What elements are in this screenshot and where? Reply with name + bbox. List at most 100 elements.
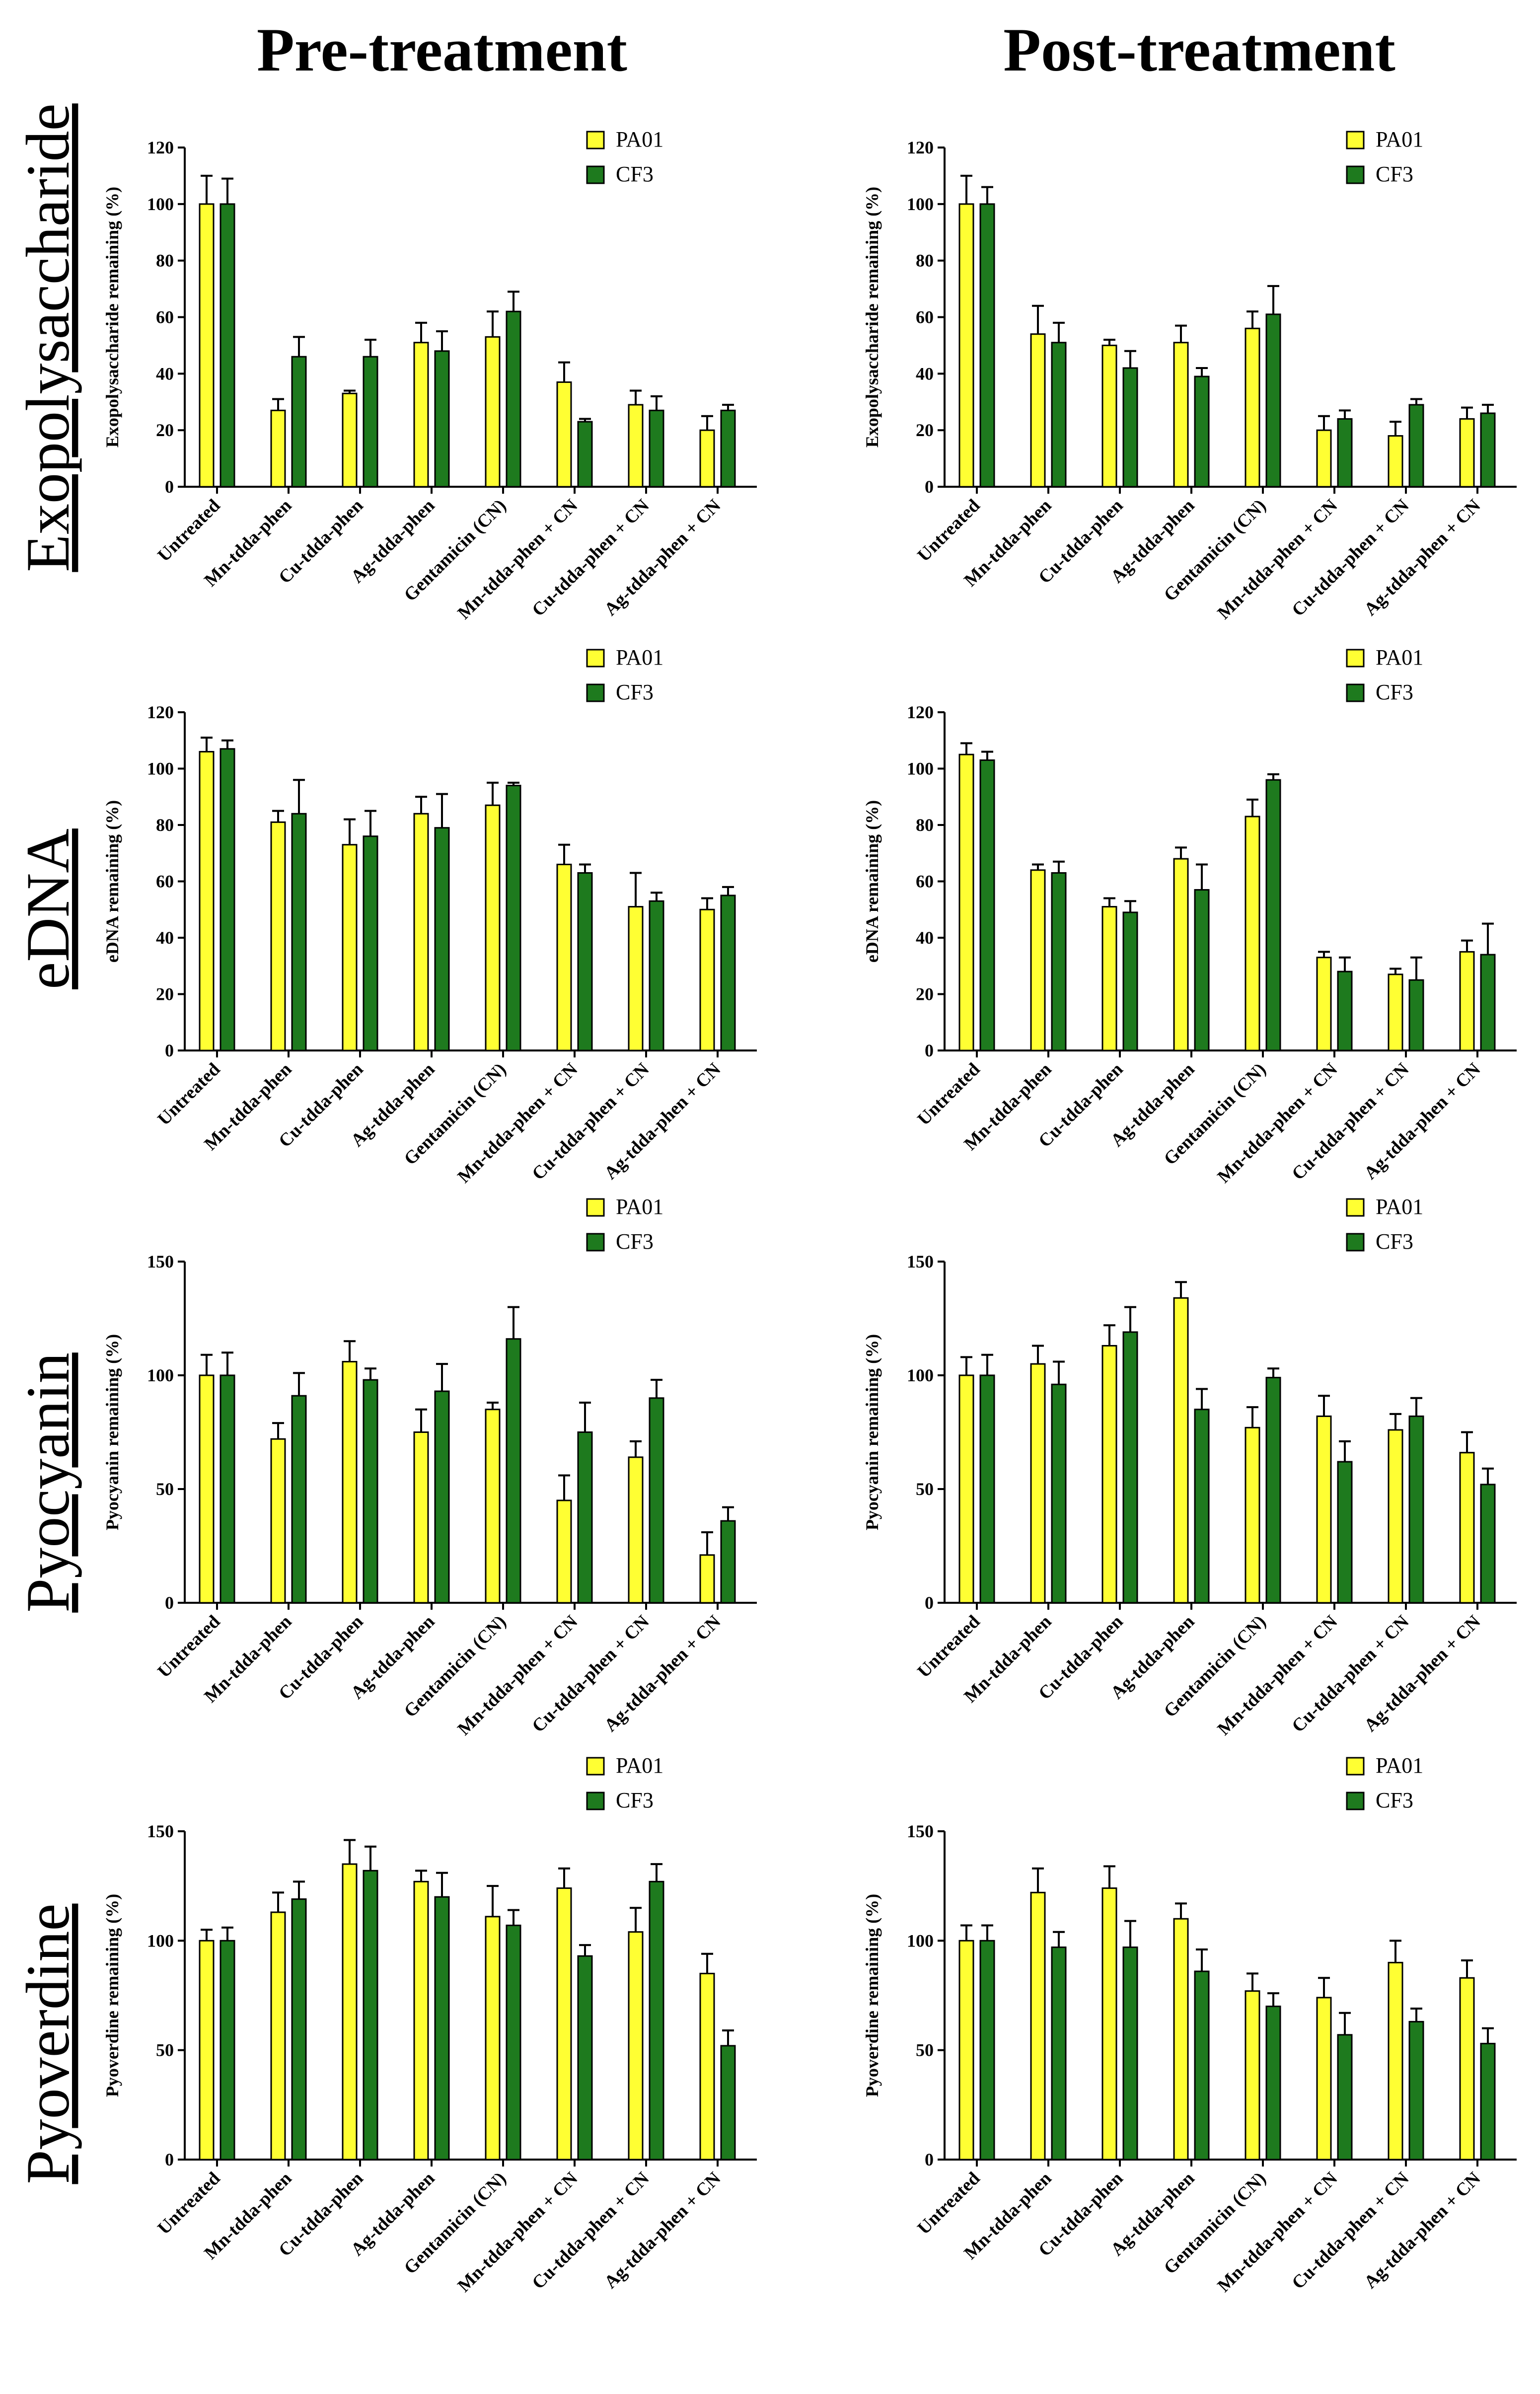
legend-label-cf3: CF3: [1376, 1229, 1413, 1254]
legend-label-cf3: CF3: [1376, 1788, 1413, 1812]
y-tick-label: 0: [165, 2150, 174, 2170]
x-tick-label: Cu-tdda-phen + CN: [1288, 2168, 1413, 2293]
y-tick-label: 80: [916, 815, 934, 835]
bar-pa01-ag-tdda-phen-cn: [699, 1972, 715, 2161]
bar-pa01-cu-tdda-phen: [342, 1361, 358, 1604]
x-tick-label: Untreated: [914, 2168, 984, 2239]
y-tick-label: 80: [916, 251, 934, 271]
bar-cf3-cu-tdda-phen-cn: [649, 409, 664, 488]
bar-cf3-mn-tdda-phen-cn: [1337, 1461, 1353, 1604]
bar-pa01-mn-tdda-phen-cn: [556, 863, 572, 1051]
bar-pa01-ag-tdda-phen-cn: [1459, 1977, 1475, 2161]
bar-pa01-mn-tdda-phen-cn: [556, 381, 572, 488]
x-tick-label: Mn-tdda-phen + CN: [1214, 495, 1342, 623]
bar-pa01-ag-tdda-phen-cn: [1459, 1452, 1475, 1604]
y-tick-label: 150: [147, 1821, 174, 1841]
bar-pa01-gentamicin-cn: [485, 1409, 501, 1604]
x-tick-label: Untreated: [154, 2168, 224, 2239]
bar-cf3-cu-tdda-phen-cn: [649, 1880, 664, 2161]
bar-pa01-cu-tdda-phen-cn: [628, 1931, 644, 2161]
bar-pa01-ag-tdda-phen: [1173, 858, 1189, 1051]
bar-pa01-cu-tdda-phen-cn: [628, 906, 644, 1051]
bar-cf3-ag-tdda-phen: [434, 1390, 450, 1604]
bar-cf3-cu-tdda-phen-cn: [1408, 2020, 1424, 2161]
y-tick-label: 50: [916, 2040, 934, 2060]
bar-cf3-untreated: [220, 203, 235, 488]
legend-label-pa01: PA01: [1376, 1753, 1423, 1778]
x-tick-label: Cu-tdda-phen + CN: [528, 2168, 654, 2293]
y-axis-label: eDNA remaining (%): [862, 800, 882, 963]
bar-cf3-untreated: [979, 203, 995, 488]
y-tick-label: 20: [156, 420, 174, 440]
y-axis-label: Pyocyanin remaining (%): [862, 1334, 882, 1530]
bar-cf3-mn-tdda-phen-cn: [1337, 971, 1353, 1051]
bar-cf3-ag-tdda-phen: [1194, 889, 1210, 1051]
x-tick-label: Untreated: [914, 495, 984, 566]
row-label-pyocyanin: Pyocyanin: [14, 1352, 82, 1613]
y-tick-label: 0: [925, 477, 934, 497]
bar-pa01-untreated: [958, 753, 974, 1051]
bar-pa01-ag-tdda-phen: [413, 1880, 429, 2161]
bar-cf3-mn-tdda-phen-cn: [577, 421, 593, 488]
bar-pa01-mn-tdda-phen-cn: [556, 1887, 572, 2161]
bar-pa01-mn-tdda-phen: [1030, 1891, 1046, 2161]
bar-pa01-mn-tdda-phen-cn: [1316, 1415, 1332, 1604]
bar-pa01-untreated: [199, 1374, 215, 1604]
legend-label-pa01: PA01: [1376, 645, 1423, 670]
x-tick-label: Ag-tdda-phen + CN: [1360, 495, 1485, 620]
chart-panels: 0 20 40 60 80 100 120 Exopolysaccharide remaini…: [102, 127, 1517, 2296]
bar-pa01-mn-tdda-phen: [1030, 869, 1046, 1051]
x-tick-label: Untreated: [154, 495, 224, 566]
legend-label-pa01: PA01: [1376, 127, 1423, 151]
bar-pa01-ag-tdda-phen: [1173, 342, 1189, 488]
bar-pa01-cu-tdda-phen-cn: [628, 1456, 644, 1604]
bar-pa01-untreated: [199, 203, 215, 488]
legend-swatch-cf3: [586, 683, 605, 702]
legend-label-cf3: CF3: [616, 162, 654, 186]
x-tick-label: Ag-tdda-phen + CN: [1360, 1611, 1485, 1736]
bar-pa01-ag-tdda-phen-cn: [699, 1554, 715, 1604]
x-tick-label: Untreated: [154, 1059, 224, 1129]
legend-swatch-pa01: [1346, 649, 1365, 668]
y-tick-label: 60: [916, 307, 934, 327]
legend-label-cf3: CF3: [1376, 162, 1413, 186]
bar-cf3-mn-tdda-phen: [291, 356, 307, 488]
y-axis-label: Pyoverdine remaining (%): [862, 1894, 882, 2097]
bar-pa01-cu-tdda-phen-cn: [628, 404, 644, 488]
legend-swatch-pa01: [586, 131, 605, 150]
bar-pa01-mn-tdda-phen: [270, 1438, 286, 1604]
bar-cf3-cu-tdda-phen: [1122, 1331, 1138, 1604]
bar-cf3-ag-tdda-phen-cn: [1480, 954, 1496, 1051]
y-tick-label: 120: [907, 702, 934, 722]
x-tick-label: Ag-tdda-phen + CN: [600, 1611, 725, 1736]
x-tick-label: Mn-tdda-phen + CN: [454, 1059, 582, 1187]
bar-pa01-gentamicin-cn: [485, 1916, 501, 2161]
y-axis-label: Exopolysaccharide remaining (%): [102, 187, 122, 448]
bar-cf3-gentamicin-cn: [1265, 313, 1281, 488]
bar-pa01-gentamicin-cn: [485, 804, 501, 1051]
x-tick-label: Cu-tdda-phen + CN: [528, 1611, 654, 1736]
bar-cf3-gentamicin-cn: [1265, 1377, 1281, 1604]
bar-pa01-cu-tdda-phen: [1101, 1345, 1117, 1604]
legend-label-pa01: PA01: [616, 1195, 663, 1219]
bar-cf3-gentamicin-cn: [506, 310, 521, 488]
x-tick-label: Mn-tdda-phen + CN: [1214, 1059, 1342, 1187]
column-title-pre-treatment: Pre-treatment: [257, 16, 627, 84]
bar-cf3-gentamicin-cn: [1265, 779, 1281, 1051]
bar-pa01-untreated: [958, 1374, 974, 1604]
bar-pa01-untreated: [199, 750, 215, 1051]
row-label-edna: eDNA: [14, 828, 82, 989]
y-tick-label: 100: [147, 194, 174, 214]
bar-cf3-untreated: [220, 1374, 235, 1604]
x-tick-label: Mn-tdda-phen + CN: [454, 2168, 582, 2296]
bar-cf3-ag-tdda-phen-cn: [720, 1520, 736, 1604]
legend-label-pa01: PA01: [616, 645, 663, 670]
legend-label-pa01: PA01: [1376, 1195, 1423, 1219]
legend-swatch-cf3: [1346, 683, 1365, 702]
bar-cf3-mn-tdda-phen: [1051, 1946, 1067, 2161]
bar-pa01-cu-tdda-phen: [1101, 1887, 1117, 2161]
bar-pa01-ag-tdda-phen: [413, 342, 429, 488]
bar-cf3-cu-tdda-phen: [363, 835, 378, 1051]
bar-cf3-mn-tdda-phen: [1051, 342, 1067, 488]
legend-swatch-cf3: [586, 1233, 605, 1252]
